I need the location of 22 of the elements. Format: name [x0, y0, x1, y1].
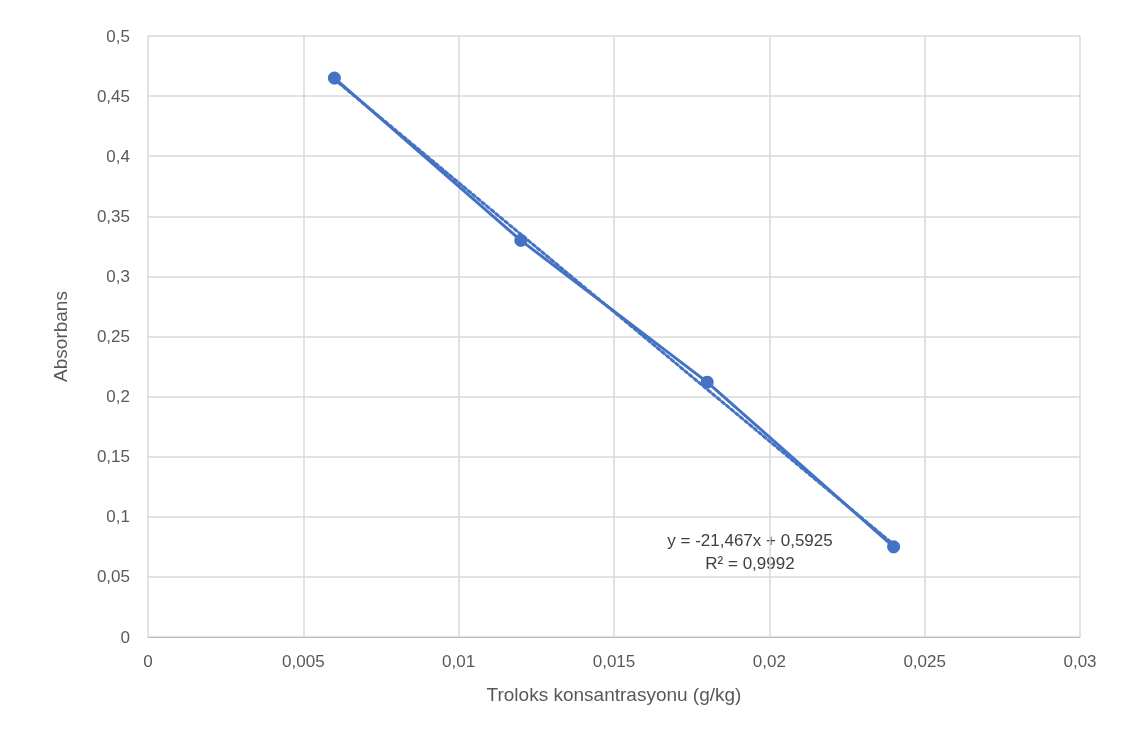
y-tick-label: 0,5 — [106, 26, 130, 46]
y-tick-label: 0,3 — [106, 266, 130, 286]
annotation: y = -21,467x + 0,5925 — [667, 530, 833, 550]
y-tick-label: 0,1 — [106, 507, 130, 527]
x-tick-label: 0 — [143, 652, 153, 671]
y-tick-label: 0 — [120, 627, 130, 647]
x-tick-label: 0,01 — [442, 652, 476, 671]
y-tick-label: 0,2 — [106, 387, 130, 407]
y-tick-label: 0,4 — [106, 146, 130, 166]
x-axis-title: Troloks konsantrasyonu (g/kg) — [486, 684, 742, 705]
y-tick-label: 0,45 — [96, 86, 130, 106]
y-tick-label: 0,25 — [96, 327, 130, 346]
y-axis-title: Absorbans — [50, 291, 71, 382]
x-tick-label: 0,03 — [1063, 652, 1097, 671]
x-tick-label: 0,005 — [282, 652, 325, 671]
x-tick-label: 0,025 — [903, 652, 946, 671]
y-tick-label: 0,05 — [96, 567, 130, 587]
x-tick-label: 0,02 — [752, 652, 786, 671]
annotation: R² = 0,9992 — [705, 553, 795, 573]
y-tick-label: 0,35 — [96, 206, 130, 226]
y-tick-label: 0,15 — [96, 447, 130, 467]
x-tick-label: 0,015 — [592, 652, 636, 671]
